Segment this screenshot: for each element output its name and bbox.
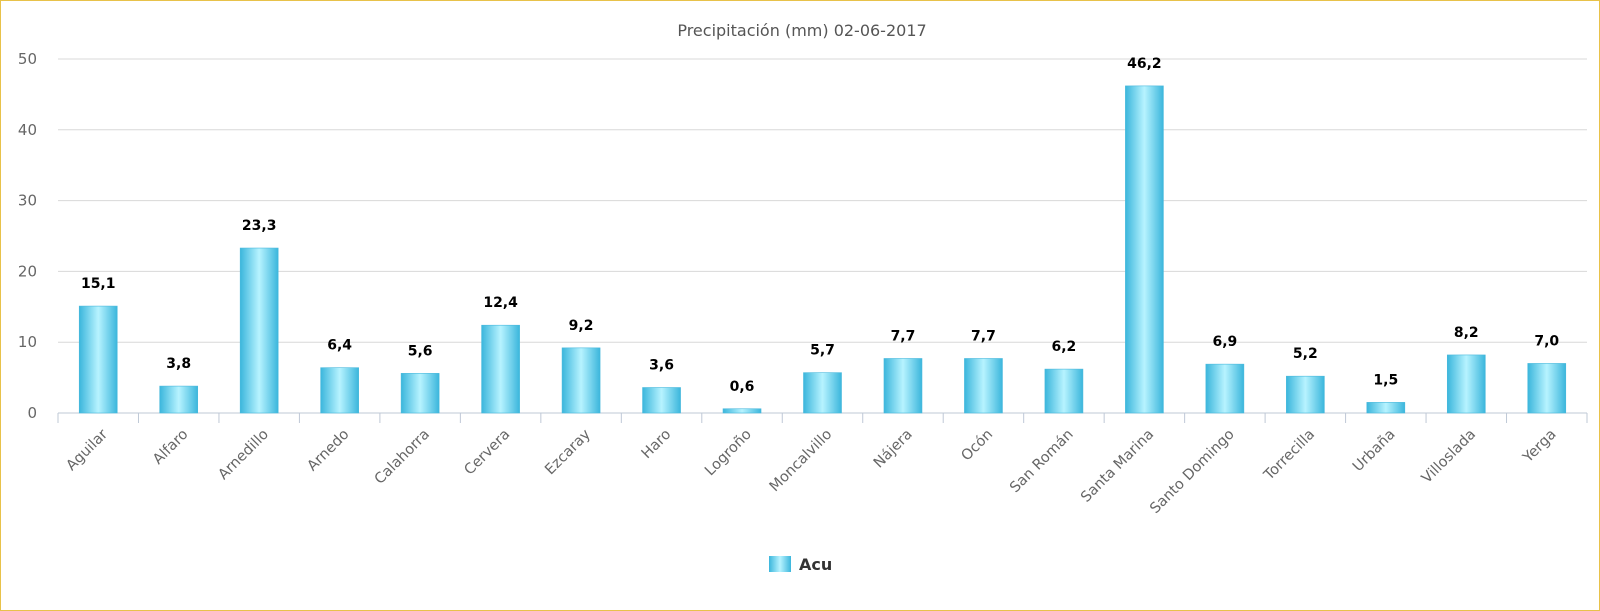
y-tick-label: 30 — [18, 192, 37, 210]
data-label: 15,1 — [81, 276, 116, 292]
y-tick-label: 40 — [18, 121, 37, 139]
bar[interactable] — [1205, 363, 1245, 414]
data-label: 5,7 — [810, 343, 835, 359]
data-label: 0,6 — [730, 379, 755, 395]
data-label: 23,3 — [242, 218, 277, 234]
x-tick-label: Santo Domingo — [1147, 426, 1238, 517]
y-tick-label: 20 — [18, 262, 37, 280]
y-tick-label: 50 — [18, 50, 37, 68]
x-tick-label: Cervera — [462, 427, 514, 479]
x-tick-label: Haro — [639, 426, 675, 462]
x-tick-label: Aguilar — [64, 426, 112, 474]
x-tick-label: Nájera — [871, 427, 916, 472]
bar[interactable] — [883, 358, 923, 414]
data-label: 8,2 — [1454, 325, 1479, 341]
data-label: 1,5 — [1373, 372, 1398, 388]
y-tick-label: 0 — [27, 404, 37, 422]
data-label: 3,8 — [166, 356, 191, 372]
x-tick-label: Torrecilla — [1261, 427, 1319, 485]
bars — [78, 85, 1567, 414]
x-tick-label: Santa Marina — [1078, 427, 1157, 506]
data-label: 9,2 — [569, 318, 594, 334]
x-tick-label: Yerga — [1520, 427, 1560, 467]
bar[interactable] — [642, 387, 681, 414]
x-tick-label: Logroño — [702, 426, 755, 479]
bar[interactable] — [1446, 354, 1486, 414]
x-tick-label: Alfaro — [150, 426, 191, 467]
bar[interactable] — [803, 372, 842, 414]
x-tick-label: Arnedillo — [216, 426, 273, 483]
y-axis-ticks: 0 10 20 30 40 50 — [18, 50, 37, 422]
x-axis — [57, 412, 1588, 423]
data-label: 7,7 — [891, 328, 916, 344]
grid-lines — [58, 58, 1587, 343]
x-tick-label: Calahorra — [372, 427, 433, 488]
bar[interactable] — [78, 305, 118, 414]
bar[interactable] — [561, 347, 601, 414]
bar[interactable] — [239, 247, 279, 414]
bar[interactable] — [1044, 368, 1084, 414]
data-label: 7,7 — [971, 328, 996, 344]
data-label: 5,2 — [1293, 346, 1318, 362]
data-label: 46,2 — [1127, 56, 1162, 72]
data-label: 7,0 — [1534, 333, 1559, 349]
y-tick-label: 10 — [18, 333, 37, 351]
x-tick-label: Ocón — [958, 427, 996, 465]
data-label: 6,9 — [1212, 334, 1237, 350]
bar[interactable] — [159, 385, 199, 414]
data-label: 12,4 — [483, 295, 518, 311]
bar[interactable] — [722, 408, 762, 414]
bar[interactable] — [400, 373, 440, 414]
bar[interactable] — [964, 358, 1003, 414]
bar[interactable] — [1366, 402, 1406, 414]
x-tick-label: Ezcaray — [542, 426, 594, 478]
bar[interactable] — [481, 324, 520, 414]
x-tick-label: Moncalvillo — [767, 426, 836, 495]
data-label: 5,6 — [408, 343, 433, 359]
x-axis-labels: Aguilar Alfaro Arnedillo Arnedo Calahorra Cer… — [64, 426, 1560, 517]
bar[interactable] — [320, 367, 359, 414]
data-label: 6,4 — [327, 338, 352, 354]
x-tick-label: San Román — [1007, 427, 1077, 497]
legend[interactable]: Acu — [769, 555, 832, 574]
bar[interactable] — [1527, 363, 1567, 414]
x-tick-label: Villoslada — [1419, 427, 1479, 487]
data-labels: 15,1 3,8 23,3 6,4 5,6 12,4 9,2 3,6 0,6 5,7 7,7 7,7 6… — [81, 56, 1559, 395]
chart-title: Precipitación (mm) 02-06-2017 — [677, 21, 926, 40]
x-tick-label: Arnedo — [305, 426, 353, 474]
bar[interactable] — [1286, 375, 1325, 414]
x-tick-label: Urbaña — [1350, 427, 1399, 476]
data-label: 3,6 — [649, 358, 674, 374]
legend-swatch[interactable] — [769, 556, 791, 572]
data-label: 6,2 — [1052, 339, 1077, 355]
bar[interactable] — [1125, 85, 1164, 414]
legend-label[interactable]: Acu — [799, 555, 832, 574]
